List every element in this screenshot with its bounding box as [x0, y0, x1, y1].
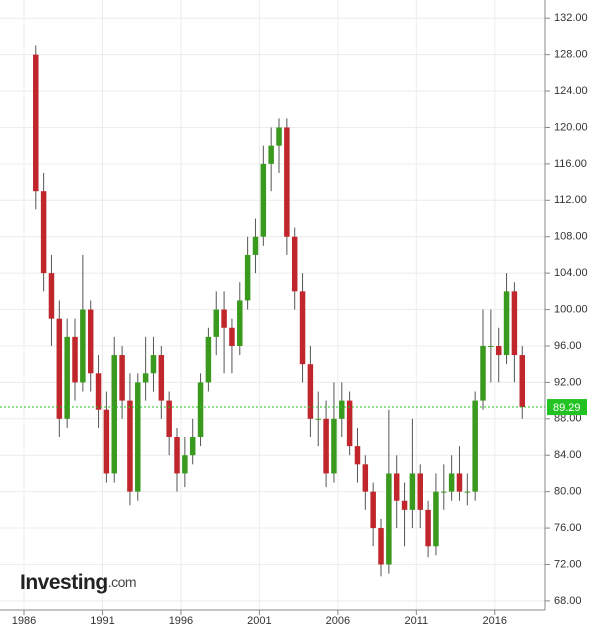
y-tick-label: 104.00	[554, 267, 588, 279]
candle-body	[393, 473, 400, 501]
candle-body	[362, 464, 369, 492]
candle-body	[244, 254, 251, 301]
y-tick-label: 92.00	[554, 376, 582, 388]
candle-body	[56, 318, 63, 419]
candle-body	[307, 364, 314, 419]
candle-body	[268, 145, 274, 164]
candle-body	[291, 236, 298, 292]
y-tick-label: 128.00	[554, 49, 588, 61]
candle-body	[127, 400, 133, 492]
candle-body	[315, 418, 321, 420]
x-tick-label: 2016	[483, 615, 507, 627]
candle-body	[119, 355, 125, 401]
candle-body	[378, 528, 384, 565]
candle-body	[189, 437, 196, 456]
candle-body	[276, 127, 282, 146]
logo-main: Investing	[20, 571, 108, 594]
y-tick-label: 88.00	[554, 413, 582, 425]
candle-body	[197, 382, 204, 438]
candle-body	[150, 355, 157, 374]
candle-body	[519, 355, 525, 408]
candle-body	[213, 309, 219, 337]
logo-suffix: .com	[108, 574, 136, 590]
y-tick-label: 108.00	[554, 231, 588, 243]
candle-body	[205, 336, 212, 383]
y-tick-label: 120.00	[554, 121, 588, 133]
candle-body	[480, 345, 486, 401]
y-tick-label: 76.00	[554, 522, 582, 534]
x-tick-label: 1996	[169, 615, 193, 627]
y-tick-label: 100.00	[554, 303, 588, 315]
candle-body	[40, 191, 47, 274]
last-price-label: 89.29	[553, 402, 581, 414]
y-tick-label: 132.00	[554, 12, 588, 24]
candle-body	[111, 355, 117, 474]
y-tick-label: 116.00	[554, 158, 587, 170]
candle-body	[441, 491, 447, 493]
y-tick-label: 124.00	[554, 85, 588, 97]
candle-body	[260, 163, 267, 237]
candle-body	[495, 345, 502, 356]
y-tick-label: 68.00	[554, 595, 582, 607]
candle-body	[370, 491, 376, 529]
candle-body	[472, 400, 478, 492]
candle-body	[409, 473, 416, 510]
candle-body	[237, 300, 243, 346]
x-tick-label: 1986	[12, 615, 36, 627]
candle-body	[503, 291, 510, 356]
candle-body	[401, 500, 408, 510]
y-tick-label: 96.00	[554, 340, 582, 352]
candle-body	[64, 336, 70, 419]
candle-body	[166, 400, 172, 438]
candle-body	[72, 336, 78, 383]
y-tick-label: 84.00	[554, 449, 582, 461]
y-tick-label: 80.00	[554, 486, 582, 498]
candle-body	[182, 455, 188, 474]
candle-body	[323, 418, 329, 474]
candle-body	[354, 446, 361, 465]
candle-body	[433, 491, 439, 547]
y-tick-label: 72.00	[554, 558, 582, 570]
x-tick-label: 1991	[90, 615, 114, 627]
candle-body	[464, 491, 471, 493]
candle-body	[284, 127, 290, 237]
candle-body	[511, 291, 518, 356]
candle-body	[33, 54, 39, 192]
candle-body	[158, 355, 165, 401]
candle-body	[80, 309, 86, 383]
last-price-box	[547, 399, 587, 416]
candle-body	[299, 291, 306, 365]
candle-body	[135, 382, 141, 492]
x-tick-label: 2001	[247, 615, 271, 627]
candle-body	[339, 400, 345, 419]
candle-body	[346, 400, 353, 447]
candle-body	[456, 473, 463, 492]
x-tick-label: 2006	[326, 615, 350, 627]
candle-body	[331, 418, 337, 474]
candle-body	[48, 273, 55, 319]
candle-body	[221, 309, 227, 328]
candle-body	[229, 327, 235, 346]
x-tick-label: 2011	[404, 615, 428, 627]
candle-body	[386, 473, 392, 565]
candle-body	[174, 437, 180, 474]
candle-body	[425, 509, 431, 547]
candle-body	[95, 373, 102, 410]
candle-body	[103, 409, 110, 474]
logo: Investing.com	[20, 571, 136, 594]
candle-body	[252, 236, 259, 255]
candle-body	[417, 473, 423, 510]
y-tick-label: 112.00	[554, 194, 587, 206]
candle-body	[488, 345, 494, 347]
candle-body	[448, 473, 455, 492]
candle-body	[142, 373, 149, 383]
candle-body	[87, 309, 94, 374]
